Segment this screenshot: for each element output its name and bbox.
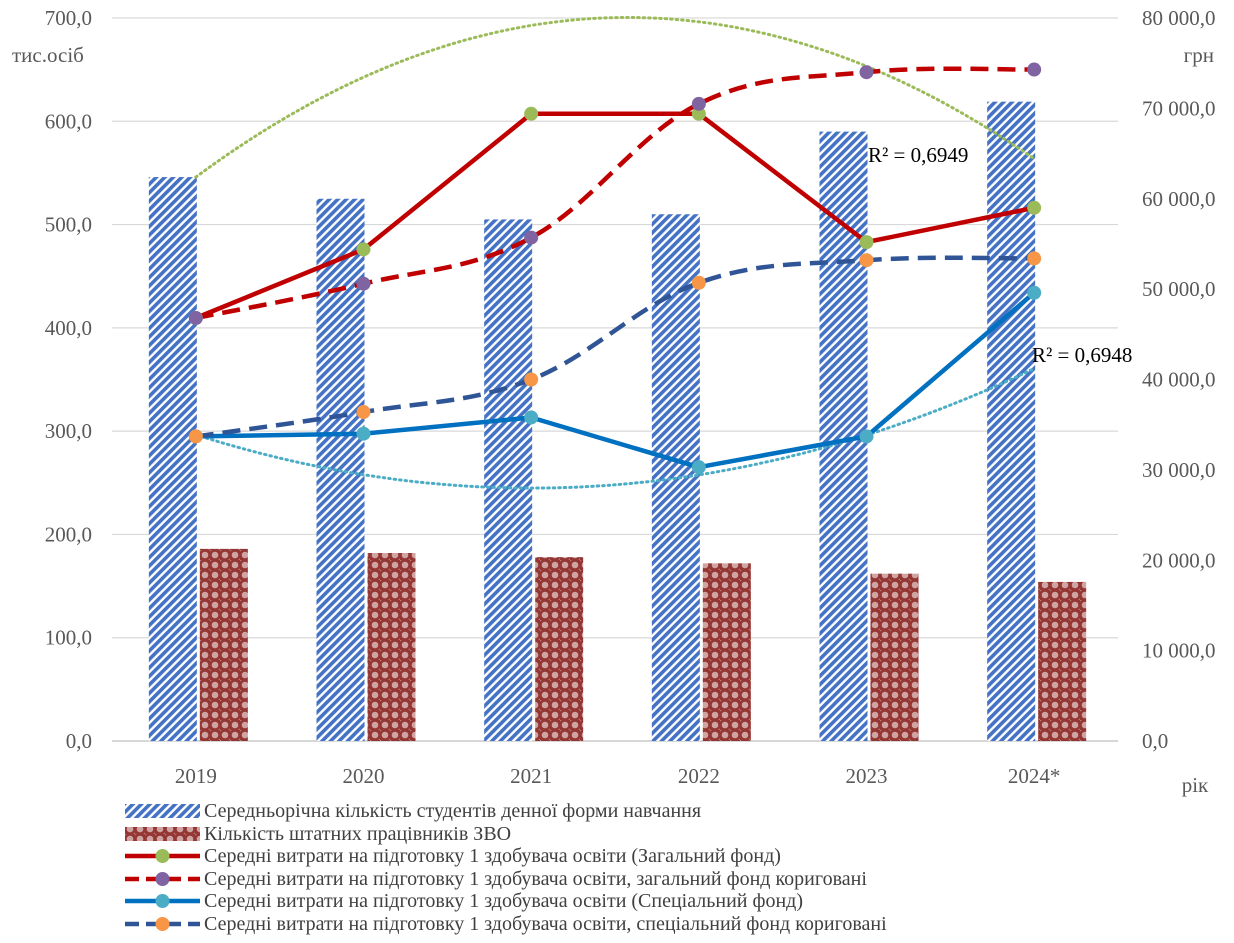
marker-point [356,426,371,441]
line-general-fund-adjusted [195,66,1035,321]
right-tick-label: 80 000,0 [1142,6,1216,30]
x-axis-label: рік [1182,773,1209,797]
x-tick-label: 2020 [343,764,385,788]
right-tick-label: 10 000,0 [1142,639,1216,663]
legend-swatch-marker [155,871,170,886]
legend-item: Середні витрати на підготовку 1 здобувач… [125,868,1125,891]
marker-point [859,235,874,250]
line-special-fund-adjusted [195,255,1035,439]
bar-staff [1038,581,1087,741]
r-squared-label: R² = 0,6948 [1032,343,1132,367]
legend-label: Середні витрати на підготовку 1 здобувач… [204,912,887,935]
marker-point [859,429,874,444]
bar-staff [535,557,584,741]
bar-students [987,101,1036,741]
x-tick-label: 2021 [510,764,552,788]
marker-point [859,253,874,268]
legend-swatch-students [125,804,200,819]
marker-point [356,242,371,257]
x-tick-label: 2022 [678,764,720,788]
marker-point [356,276,371,291]
legend-swatch-fill [125,826,200,841]
legend-swatch-line-general-fund-adjusted [125,871,200,886]
left-axis-unit-label: тис.осіб [12,43,84,67]
marker-point [524,230,539,245]
r-squared-label: R² = 0,6949 [868,143,968,167]
left-tick-label: 700,0 [45,6,92,30]
legend-swatch-marker [155,849,170,864]
line-general-fund [194,111,1035,321]
legend-label: Середні витрати на підготовку 1 здобувач… [204,890,803,913]
legend-swatch-line-special-fund [125,894,200,909]
legend-label: Кількість штатних працівників ЗВО [204,822,512,845]
right-tick-label: 50 000,0 [1142,277,1216,301]
left-tick-label: 400,0 [45,316,92,340]
marker-point [188,311,203,326]
right-tick-label: 30 000,0 [1142,458,1216,482]
marker-point [691,460,706,475]
legend: Середньорічна кількість студентів денної… [125,800,1125,935]
gridlines [112,17,1118,742]
marker-point [356,405,371,420]
line-special-fund [195,290,1036,470]
marker-point [1027,200,1042,215]
left-tick-label: 200,0 [45,522,92,546]
marker-point [524,410,539,425]
legend-swatch-line-general-fund [125,849,200,864]
left-tick-label: 300,0 [45,419,92,443]
trendlines [194,16,1036,490]
marker-point [859,65,874,80]
legend-label: Середньорічна кількість студентів денної… [204,800,702,823]
bar-staff [199,548,248,741]
bar-staff [367,553,416,741]
legend-item: Кількість штатних працівників ЗВО [125,823,1125,846]
trendline [194,16,1036,179]
right-tick-label: 20 000,0 [1142,548,1216,572]
legend-item: Середні витрати на підготовку 1 здобувач… [125,890,1125,913]
left-tick-label: 100,0 [45,626,92,650]
bar-staff [870,573,919,741]
trendline [194,367,1036,490]
legend-swatch-marker [155,894,170,909]
legend-label: Середні витрати на підготовку 1 здобувач… [204,867,867,890]
left-tick-label: 0,0 [66,729,92,753]
x-tick-label: 2019 [175,764,217,788]
legend-swatch-line-special-fund-adjusted [125,916,200,931]
legend-item: Середні витрати на підготовку 1 здобувач… [125,845,1125,868]
marker-point [691,96,706,111]
legend-item: Середні витрати на підготовку 1 здобувач… [125,913,1125,936]
marker-point [1027,62,1042,77]
right-axis-unit-label: грн [1184,43,1214,67]
legend-item: Середньорічна кількість студентів денної… [125,800,1125,823]
series-lines [194,66,1036,470]
axis-labels: 0,0 100,0 200,0 300,0 400,0 500,0 600,0 700,0 0,… [12,6,1216,797]
marker-point [691,275,706,290]
right-tick-label: 0,0 [1142,729,1168,753]
marker-point [691,106,706,121]
bar-students [148,177,197,741]
left-tick-label: 500,0 [45,213,92,237]
bar-staff [702,563,751,741]
right-tick-label: 60 000,0 [1142,187,1216,211]
series-markers [188,62,1042,475]
legend-swatch-fill [125,804,200,819]
x-tick-label: 2024* [1008,764,1061,788]
left-tick-label: 600,0 [45,109,92,133]
marker-point [1027,251,1042,266]
right-tick-label: 40 000,0 [1142,368,1216,392]
x-tick-label: 2023 [846,764,888,788]
legend-swatch-staff [125,826,200,841]
marker-point [524,106,539,121]
marker-point [1027,285,1042,300]
legend-swatch-marker [155,916,170,931]
legend-label: Середні витрати на підготовку 1 здобувач… [204,845,781,868]
marker-point [188,429,203,444]
marker-point [524,372,539,387]
bar-students [484,219,533,741]
right-tick-label: 70 000,0 [1142,96,1216,120]
